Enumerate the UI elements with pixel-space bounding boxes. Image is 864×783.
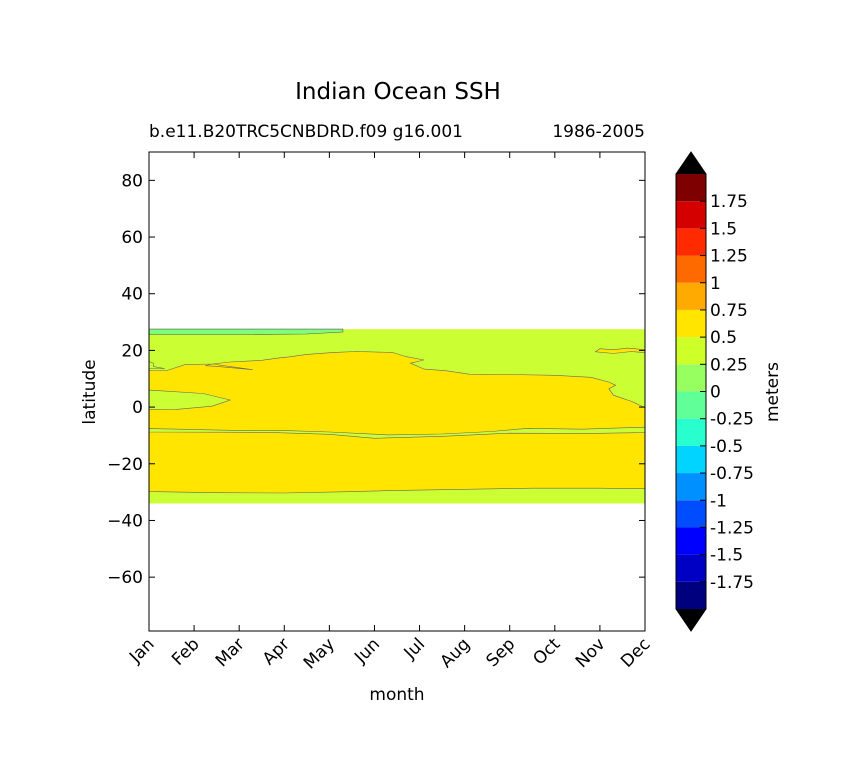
colorbar-tick-label--1: -1 — [710, 491, 727, 511]
colorbar-tick-label-0.25: 0.25 — [710, 355, 748, 375]
colorbar-tick-label-1: 1 — [710, 274, 721, 294]
y-axis-label: latitude — [80, 359, 100, 424]
colorbar-tick-label--1.25: -1.25 — [710, 518, 754, 538]
colorbar-tick-label-1.5: 1.5 — [710, 219, 737, 239]
x-tick-label-Oct: Oct — [529, 634, 564, 669]
colorbar-tick-label--1.5: -1.5 — [710, 546, 743, 566]
colorbar-outline — [675, 151, 707, 632]
colorbar-extend-max — [676, 152, 706, 174]
y-tick-label-60: 60 — [121, 228, 143, 248]
colorbar-tick-label--1.75: -1.75 — [710, 573, 754, 593]
colorbar-tick-label-0.5: 0.5 — [710, 328, 737, 348]
colorbar-label: meters — [763, 362, 783, 422]
colorbar-segment-0.5 — [676, 309, 706, 338]
colorbar-segment--1 — [676, 473, 706, 501]
colorbar-tick-label-0.75: 0.75 — [710, 301, 748, 321]
y-tick-label-40: 40 — [121, 285, 143, 305]
x-tick-label-Jan: Jan — [125, 634, 158, 667]
x-tick-label-Mar: Mar — [212, 634, 249, 671]
contour-fill-layer — [148, 328, 646, 504]
colorbar-segment--1.75 — [676, 554, 706, 582]
colorbar: -1.75 -1.5 -1.25 -1 -0.75 -0.5 -0.25 0 0.25 0.5 0.… — [675, 151, 754, 632]
chart-subtitle-left: b.e11.B20TRC5CNBDRD.f09 g16.001 — [149, 122, 463, 142]
x-tick-label-Sep: Sep — [482, 634, 519, 671]
colorbar-segment-1.5 — [676, 201, 706, 229]
colorbar-segment--0.75 — [676, 445, 706, 474]
contour-region-0-0.25 — [148, 328, 344, 335]
colorbar-tick-label--0.5: -0.5 — [710, 437, 743, 457]
y-axis: 80 60 40 20 0 −20 −40 −60 — [107, 171, 645, 588]
chart-subtitle-right: 1986-2005 — [552, 122, 645, 142]
x-tick-label-Jun: Jun — [350, 634, 384, 668]
colorbar-tick-label-1.25: 1.25 — [710, 247, 748, 267]
x-tick-label-Apr: Apr — [259, 634, 294, 669]
colorbar-tick-label-0: 0 — [710, 383, 721, 403]
colorbar-tick-label--0.25: -0.25 — [710, 410, 754, 430]
y-tick-label--40: −40 — [107, 511, 143, 531]
y-tick-label-20: 20 — [121, 341, 143, 361]
colorbar-extend-min — [676, 609, 706, 631]
y-tick-label-80: 80 — [121, 171, 143, 191]
x-tick-label-May: May — [300, 634, 339, 673]
contour-region-0.5-0.75 — [148, 351, 646, 494]
x-tick-label-Aug: Aug — [437, 634, 475, 672]
colorbar-segment--2 — [676, 581, 706, 609]
x-axis-label: month — [369, 685, 424, 705]
colorbar-segment--1.5 — [676, 527, 706, 555]
y-tick-label--20: −20 — [107, 455, 143, 475]
colorbar-segment-0.25 — [676, 337, 706, 365]
colorbar-tick-label-1.75: 1.75 — [710, 192, 748, 212]
x-tick-label-Nov: Nov — [572, 634, 610, 672]
colorbar-segment-0 — [676, 364, 706, 392]
y-tick-label--60: −60 — [107, 568, 143, 588]
colorbar-segment-1.75 — [676, 174, 706, 202]
x-tick-label-Jul: Jul — [400, 634, 429, 663]
colorbar-segment-1 — [676, 255, 706, 283]
chart-title: Indian Ocean SSH — [295, 79, 501, 105]
colorbar-segment--0.5 — [676, 418, 706, 446]
colorbar-segment-1.25 — [676, 228, 706, 256]
y-tick-label-0: 0 — [132, 398, 143, 418]
colorbar-segment--1.25 — [676, 500, 706, 528]
plot-frame — [148, 151, 646, 632]
colorbar-segment--0.25 — [676, 391, 706, 419]
colorbar-tick-label--0.75: -0.75 — [710, 464, 754, 484]
x-tick-label-Dec: Dec — [617, 634, 654, 671]
colorbar-segment-0.75 — [676, 282, 706, 310]
x-tick-label-Feb: Feb — [168, 634, 203, 669]
